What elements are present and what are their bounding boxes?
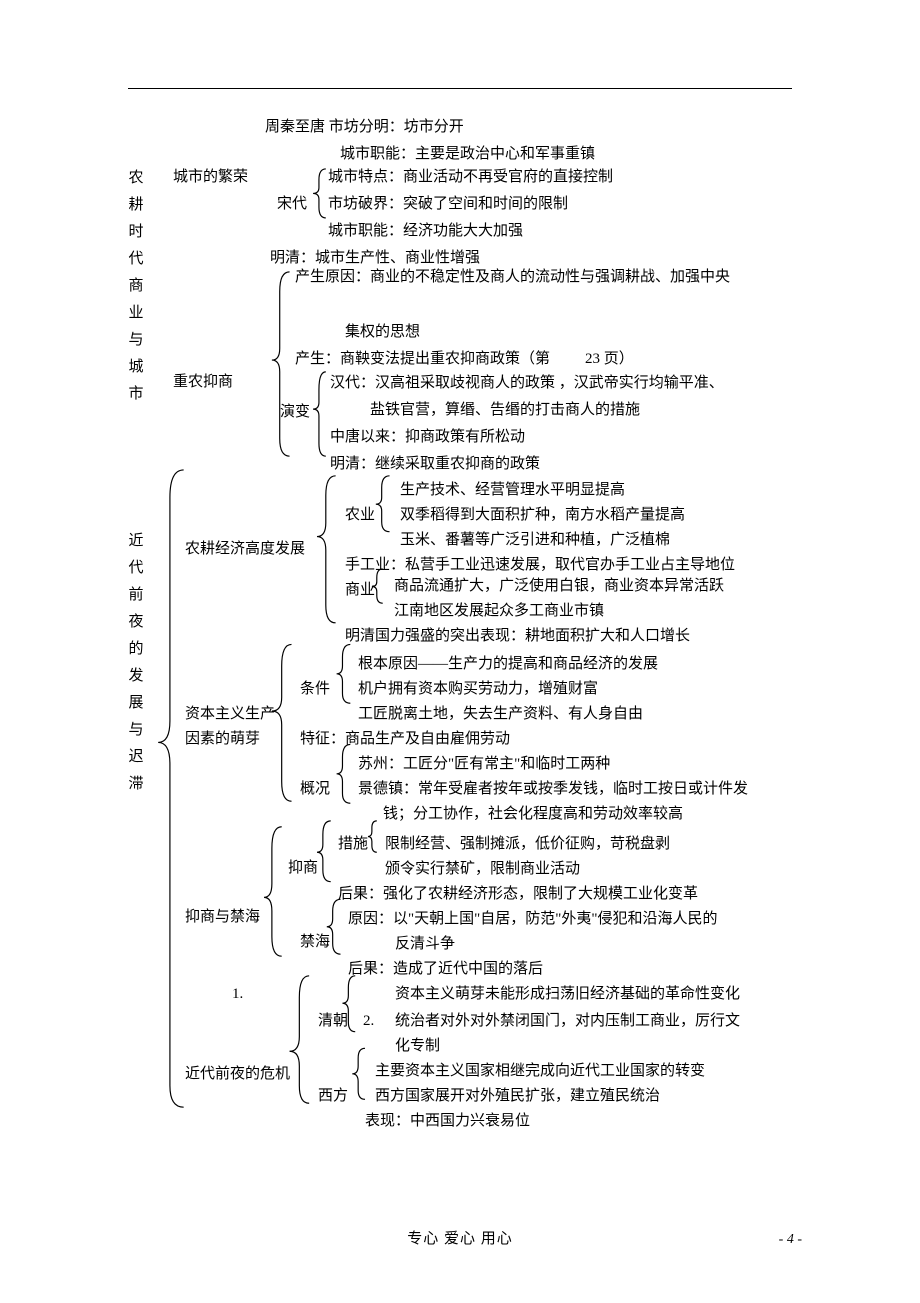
vlabel-modern-eve: 近代前夜的发展与迟滞 bbox=[128, 528, 144, 798]
line-zhongtang: 中唐以来：抑商政策有所松动 bbox=[330, 425, 525, 450]
line-ny1: 生产技术、经营管理水平明显提高 bbox=[400, 478, 625, 503]
line-qc2: 统治者对外对外禁闭国门，对内压制工商业，厉行文 bbox=[395, 1009, 740, 1034]
line-sy1: 商品流通扩大，广泛使用白银，商业资本异常活跃 bbox=[394, 574, 724, 599]
line-cs2: 颁令实行禁矿，限制商业活动 bbox=[385, 857, 580, 882]
line-tj2: 机户拥有资本购买劳动力，增殖财富 bbox=[358, 677, 598, 702]
label-cuoshi: 措施 bbox=[338, 832, 368, 857]
label-shangye: 商业 bbox=[345, 578, 375, 603]
line-ny3: 玉米、番薯等广泛引进和种植，广泛植棉 bbox=[400, 528, 670, 553]
num1: 1. bbox=[232, 982, 243, 1007]
line-sy2: 江南地区发展起众多工商业市镇 bbox=[394, 599, 604, 624]
line-ny2: 双季稻得到大面积扩种，南方水稻产量提高 bbox=[400, 503, 685, 528]
line-song1: 城市特点：商业活动不再受官府的直接控制 bbox=[328, 165, 613, 190]
line-yantie: 盐铁官营，算缗、告缗的打击商人的措施 bbox=[370, 398, 640, 423]
line-page23: 23 页） bbox=[585, 347, 634, 372]
line-song2: 市坊破界：突破了空间和时间的限制 bbox=[328, 192, 568, 217]
line-zhineng: 城市职能：主要是政治中心和军事重镇 bbox=[340, 142, 595, 167]
line-xf1: 主要资本主义国家相继完成向近代工业国家的转变 bbox=[375, 1059, 705, 1084]
line-gk1: 苏州：工匠分"匠有常主"和临时工两种 bbox=[358, 752, 610, 777]
line-gk2: 景德镇：常年受雇者按年或按季发钱，临时工按日或计件发 bbox=[358, 777, 748, 802]
label-zhongnong: 重农抑商 bbox=[173, 370, 233, 395]
label-xifang: 西方 bbox=[318, 1084, 348, 1109]
label-gaikuang: 概况 bbox=[300, 777, 330, 802]
line-mingqing-gl: 明清国力强盛的突出表现：耕地面积扩大和人口增长 bbox=[345, 624, 690, 649]
label-qingchao: 清朝 bbox=[318, 1009, 348, 1034]
line-jh-yuanyin: 原因：以"天朝上国"自居，防范"外夷"侵犯和沿海人民的 bbox=[348, 907, 718, 932]
line-handai: 汉代：汉高祖采取歧视商人的政策 ，汉武帝实行均输平准、 bbox=[330, 371, 724, 396]
document-page: 农耕时代商业与城市 近代前夜的发展与迟滞 周秦至唐 市坊分明：坊市分开 城市职能… bbox=[0, 0, 920, 1303]
line-chansheng-yy: 产生原因：商业的不稳定性及商人的流动性与强调耕战、加强中央 bbox=[295, 265, 730, 290]
line-chansheng: 产生：商鞅变法提出重农抑商政策（第 bbox=[295, 347, 550, 372]
line-ys-houguo: 后果：强化了农耕经济形态，限制了大规模工业化变革 bbox=[338, 882, 698, 907]
label-ziben: 资本主义生产因素的萌芽 bbox=[185, 702, 285, 752]
label-yanbian: 演变 bbox=[280, 400, 310, 425]
line-xf2: 西方国家展开对外殖民扩张，建立殖民统治 bbox=[375, 1084, 660, 1109]
line-gk3: 钱；分工协作，社会化程度高和劳动效率较高 bbox=[383, 802, 683, 827]
line-song3: 城市职能：经济功能大大加强 bbox=[328, 219, 523, 244]
label-jindai-weiji: 近代前夜的危机 bbox=[185, 1062, 290, 1087]
line-tj3: 工匠脱离土地，失去生产资料、有人身自由 bbox=[358, 702, 643, 727]
footer-motto: 专心 爱心 用心 bbox=[128, 1227, 792, 1248]
line-jh-houguo: 后果：造成了近代中国的落后 bbox=[348, 957, 543, 982]
line-biaoxian: 表现：中西国力兴衰易位 bbox=[365, 1109, 530, 1134]
num2: 2. bbox=[363, 1009, 374, 1034]
label-nongye: 农业 bbox=[345, 503, 375, 528]
label-yishang-jinhai: 抑商与禁海 bbox=[185, 905, 260, 930]
vlabel-agriculture-era: 农耕时代商业与城市 bbox=[128, 165, 144, 408]
line-zhouqin: 周秦至唐 市坊分明：坊市分开 bbox=[265, 115, 464, 140]
label-nonggeng: 农耕经济高度发展 bbox=[185, 537, 305, 562]
line-cs1: 限制经营、强制摊派，低价征购，苛税盘剥 bbox=[385, 832, 670, 857]
line-qc3: 化专制 bbox=[395, 1034, 440, 1059]
top-rule bbox=[128, 88, 792, 89]
line-jh-fanqing: 反清斗争 bbox=[395, 932, 455, 957]
line-jiquan: 集权的思想 bbox=[345, 320, 420, 345]
label-jinhai: 禁海 bbox=[300, 930, 330, 955]
label-tiaojian: 条件 bbox=[300, 677, 330, 702]
page-number: - 4 - bbox=[779, 1232, 802, 1248]
line-tj1: 根本原因——生产力的提高和商品经济的发展 bbox=[358, 652, 658, 677]
line-tezheng: 特征：商品生产及自由雇佣劳动 bbox=[300, 727, 510, 752]
label-songdai: 宋代 bbox=[277, 192, 307, 217]
line-qc1: 资本主义萌芽未能形成扫荡旧经济基础的革命性变化 bbox=[395, 982, 740, 1007]
label-yishang: 抑商 bbox=[288, 856, 318, 881]
line-mingqing2: 明清：继续采取重农抑商的政策 bbox=[330, 452, 540, 477]
label-chengshi: 城市的繁荣 bbox=[173, 165, 248, 190]
